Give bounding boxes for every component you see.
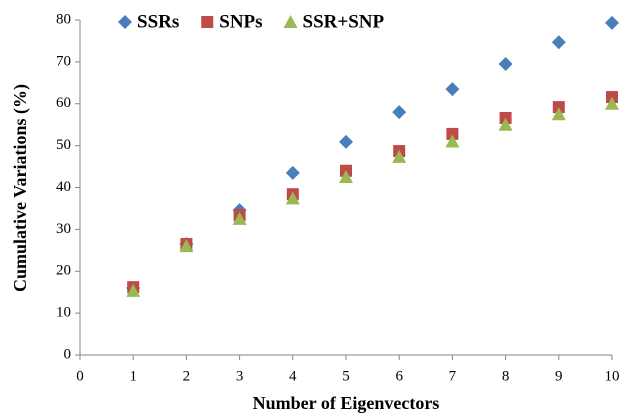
y-tick-label: 10 (56, 305, 71, 321)
point (339, 170, 353, 184)
point (605, 15, 619, 30)
legend-label: SSR+SNP (303, 11, 385, 32)
x-tick-label: 8 (502, 368, 510, 384)
x-tick-label: 10 (605, 368, 620, 384)
point (498, 117, 513, 131)
point (445, 82, 460, 97)
x-tick-label: 0 (76, 368, 84, 384)
x-tick-label: 7 (449, 368, 457, 384)
y-tick-label: 30 (56, 221, 71, 237)
y-tick-label: 40 (56, 179, 71, 195)
y-tick-label: 20 (56, 263, 71, 279)
point (285, 191, 300, 205)
point (392, 105, 407, 120)
x-tick-label: 1 (129, 368, 137, 384)
legend-marker (118, 15, 132, 29)
y-tick-label: 0 (64, 346, 72, 362)
y-tick-label: 60 (56, 95, 71, 111)
legend-label: SSRs (137, 11, 179, 32)
y-axis-label: Cumulative Variations (%) (10, 84, 31, 292)
y-tick-label: 50 (56, 137, 71, 153)
point (232, 211, 247, 225)
x-axis-label: Number of Eigenvectors (253, 393, 440, 413)
x-tick-label: 5 (342, 368, 350, 384)
y-tick-label: 70 (56, 53, 71, 69)
point (446, 127, 459, 140)
legend-marker (201, 16, 214, 28)
y-tick-label: 80 (56, 11, 71, 27)
x-tick-label: 3 (236, 368, 244, 384)
point (498, 56, 513, 71)
x-tick-label: 6 (395, 368, 403, 384)
x-tick-label: 2 (183, 368, 191, 384)
point (551, 107, 566, 121)
point (445, 134, 460, 148)
legend-label: SNPs (219, 11, 262, 32)
point (179, 239, 194, 253)
point (552, 101, 565, 114)
point (605, 96, 619, 110)
point (285, 165, 300, 180)
x-tick-label: 9 (555, 368, 563, 384)
point (551, 35, 566, 50)
legend-marker (283, 15, 298, 28)
x-tick-label: 4 (289, 368, 297, 384)
point (126, 283, 141, 297)
point (392, 149, 407, 163)
point (339, 134, 353, 149)
